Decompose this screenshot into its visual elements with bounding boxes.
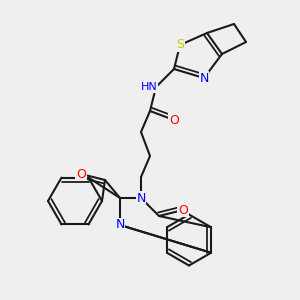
Text: HN: HN: [141, 82, 158, 92]
Text: O: O: [169, 113, 179, 127]
Text: S: S: [176, 38, 184, 52]
Text: N: N: [115, 218, 125, 232]
Text: N: N: [199, 71, 209, 85]
Text: O: O: [76, 167, 86, 181]
Text: N: N: [136, 191, 146, 205]
Text: O: O: [178, 203, 188, 217]
